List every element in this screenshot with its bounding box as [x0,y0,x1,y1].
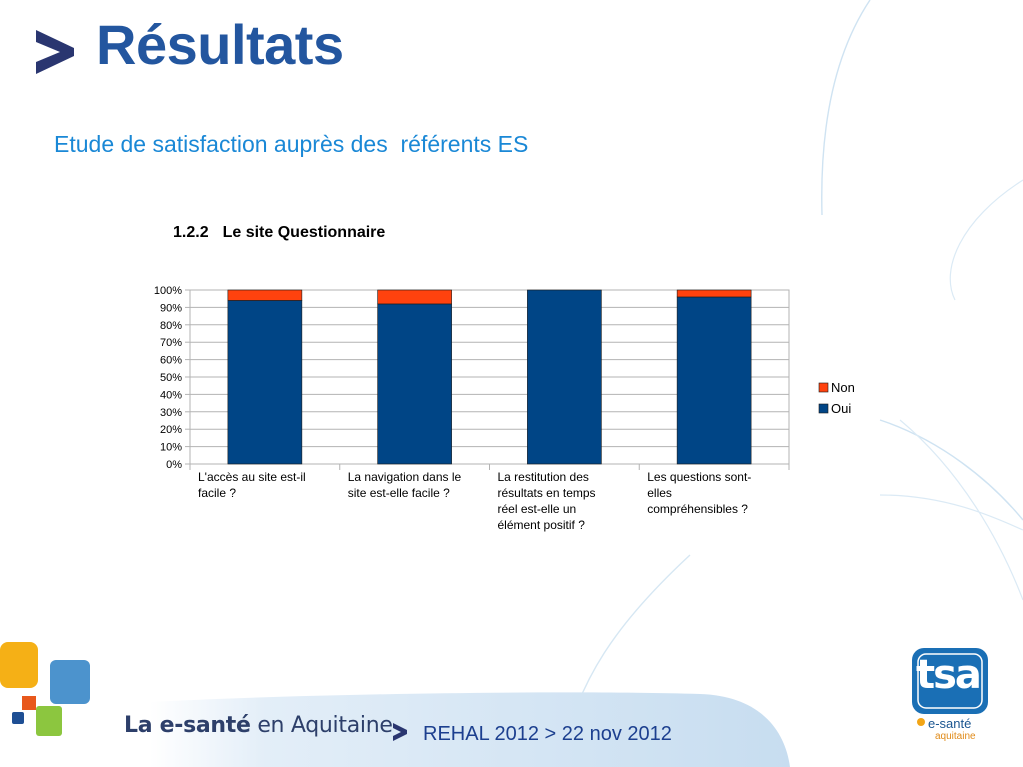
y-tick-label: 70% [160,337,182,349]
y-tick-label: 60% [160,355,182,367]
bar-oui [227,300,303,465]
x-category-label-line: élément positif ? [498,518,586,532]
slide-subtitle: Etude de satisfaction auprès des référen… [54,131,529,157]
tsa-logo-text: tsa [916,652,982,698]
x-category-label-line: elles [647,486,672,500]
y-tick-label: 50% [160,372,182,384]
x-category-label: La navigation dans le site est-elle facil… [348,470,462,500]
decorative-curve [879,494,1023,531]
tsa-logo-line1: e-santé [928,716,972,731]
y-tick-label: 30% [160,407,182,419]
footer-brand-bold: La e-santé [124,713,251,738]
bar-oui [377,303,452,465]
x-category-label-line: Les questions sont- [647,470,751,484]
chart-heading-number: 1.2.2 [173,224,209,241]
title-chevron-icon [36,30,74,74]
bar-non [377,289,452,305]
x-category-label-line: compréhensibles ? [647,502,748,516]
e-sante-aquitaine-logo [0,642,90,736]
bar-oui [527,289,602,465]
chart-heading: 1.2.2 Le site Questionnaire [173,224,385,242]
footer-event: REHAL 2012 > 22 nov 2012 [423,723,672,745]
y-tick-label: 20% [160,424,182,436]
x-category-label-line: résultats en temps [498,486,596,500]
legend-label-oui: Oui [831,401,851,416]
chart-heading-text: Le site Questionnaire [222,224,386,241]
x-category-label-line: site est-elle facile ? [348,486,450,500]
decorative-curve [899,419,1023,601]
footer-brand-rest: en Aquitaine [250,713,393,738]
footer-brand: La e-santé en Aquitaine [124,713,393,738]
decorative-curve [949,179,1023,301]
x-category-label-line: La navigation dans le [348,470,462,484]
x-category-label: Les questions sont-elles compréhensibles … [647,470,751,516]
y-tick-label: 90% [160,302,182,314]
legend-swatch-non [818,382,829,393]
slide-title: Résultats [96,13,344,76]
bar-non [676,289,752,298]
y-tick-label: 80% [160,320,182,332]
bar-non [227,289,303,301]
y-tick-label: 0% [166,459,182,471]
x-category-label-line: La restitution des [498,470,589,484]
footer-band [150,692,790,767]
tsa-logo-line2: aquitaine [935,731,976,742]
footer-chevron-icon [393,723,407,741]
x-category-label: La restitution des résultats en temps réel… [498,470,596,532]
x-category-label: L'accès au site est-il facile ? [198,470,306,500]
y-tick-label: 100% [154,285,182,297]
legend-label-non: Non [831,380,855,395]
x-category-label-line: réel est-elle un [498,502,577,516]
decorative-curve [879,419,1023,521]
y-tick-label: 40% [160,389,182,401]
x-category-label-line: L'accès au site est-il [198,470,306,484]
y-tick-label: 10% [160,442,182,454]
stacked-bar-chart: 0% 10% 20% 30% 40% 50% 60% 70% 80% 90% 100% L'accès… [154,285,855,532]
decorative-curve [821,0,871,216]
x-category-label-line: facile ? [198,486,236,500]
tsa-logo [912,648,988,726]
legend-swatch-oui [818,403,829,414]
bar-oui [676,296,752,465]
